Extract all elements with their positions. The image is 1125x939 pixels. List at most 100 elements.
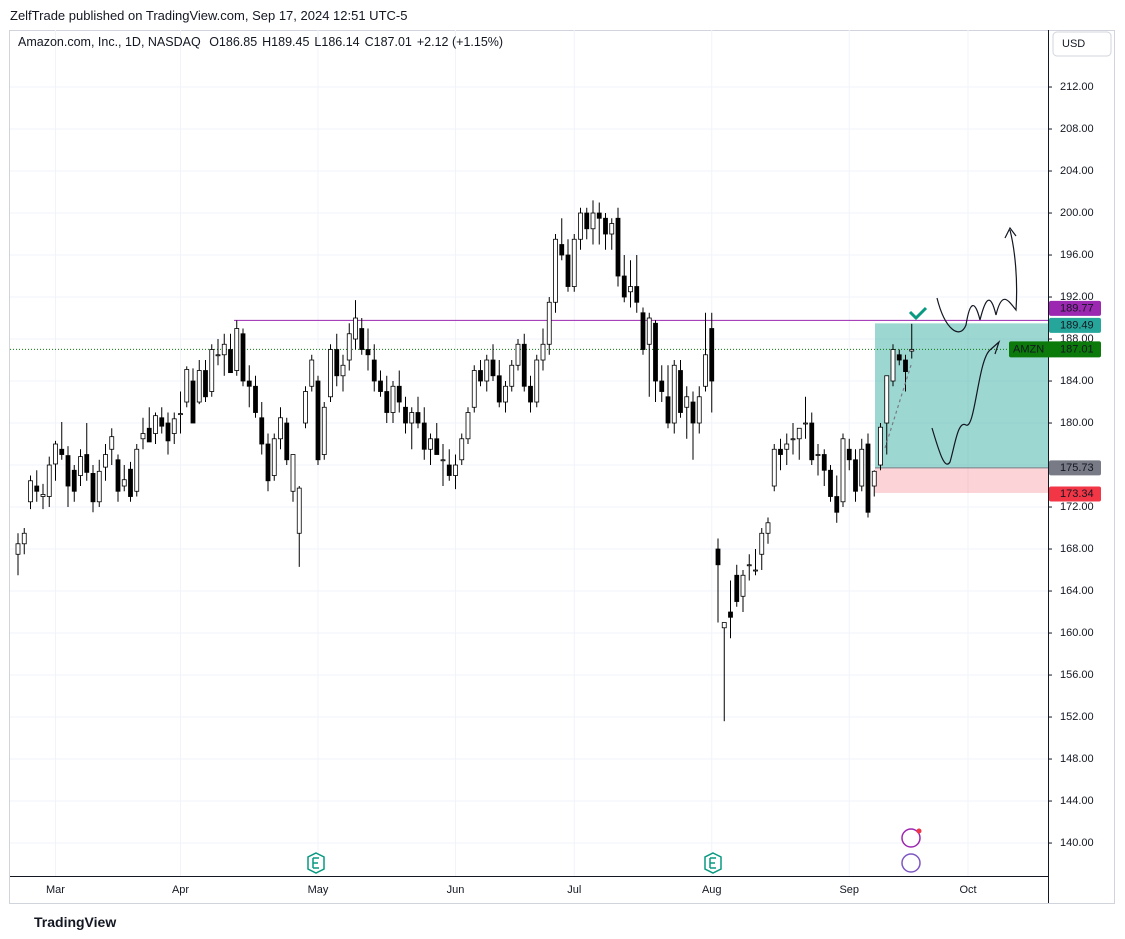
candle-body (871, 470, 877, 487)
notification-dot (916, 828, 922, 834)
candle-body (15, 543, 21, 555)
y-tick-label: 196.00 (1060, 249, 1094, 261)
candle-body (640, 312, 646, 350)
candle-body (815, 454, 821, 456)
candle-body (828, 469, 833, 497)
candle-body (484, 359, 490, 382)
entry-label-box (1049, 460, 1101, 476)
candle-body (840, 438, 846, 503)
candle-body (240, 333, 246, 382)
candle-body (396, 385, 402, 403)
arrow-head (989, 340, 1001, 355)
x-tick-label: Aug (702, 884, 722, 896)
candle-body (178, 413, 183, 416)
candle-body (234, 328, 240, 371)
candle-body (359, 328, 365, 350)
candle-body (771, 448, 777, 487)
idea-icon[interactable] (901, 828, 921, 848)
candle-body (528, 385, 533, 403)
candle-body (853, 459, 858, 492)
candle-body (628, 286, 633, 293)
currency-button[interactable] (1052, 31, 1112, 57)
candle-body (90, 473, 96, 503)
candle-body (121, 479, 127, 487)
candle-body (346, 333, 352, 361)
candle-body (259, 417, 265, 445)
earnings-glyph (312, 857, 319, 869)
candle-body (896, 354, 902, 361)
candle-body (334, 349, 340, 377)
price-labels: 140.00 144.00 148.00 152.00 156.00 160.00 164.… (1009, 81, 1101, 849)
candle-body (696, 396, 702, 424)
plot-base: Mar Apr May Jun Jul Aug Sep Oct (10, 30, 1052, 896)
legend-item: C187.01 (364, 35, 412, 49)
candle-body (253, 385, 258, 413)
y-tick-label: 172.00 (1060, 501, 1094, 513)
spark-icon[interactable] (901, 853, 921, 873)
candle-body (634, 286, 640, 303)
candle-body (753, 569, 758, 572)
candle-body (471, 370, 477, 408)
candle-body (459, 438, 465, 461)
candle-body (353, 317, 358, 340)
check-icon (908, 306, 928, 321)
hand-arrow (936, 229, 1018, 333)
x-tick-label: Sep (839, 884, 859, 896)
candle-body (834, 496, 840, 513)
candle-body (790, 438, 796, 441)
candle-body (440, 459, 446, 462)
candle-body (796, 427, 802, 440)
y-tick-label: 192.00 (1060, 291, 1094, 303)
candle-body (221, 343, 227, 356)
y-tick-label: 148.00 (1060, 753, 1094, 765)
candle-body (534, 359, 540, 403)
legend-item: +2.12 (+1.15%) (416, 35, 504, 49)
candle-body (246, 380, 252, 387)
publisher-line: ZelfTrade published on TradingView.com, … (10, 8, 408, 23)
y-tick-label: 208.00 (1060, 123, 1094, 135)
candle-body (515, 343, 521, 366)
target-label-box (1049, 317, 1101, 333)
candle-body (140, 433, 146, 440)
y-tick-label: 212.00 (1060, 81, 1094, 93)
candle-body (128, 468, 133, 497)
y-tick-label: 152.00 (1060, 711, 1094, 723)
candle-body (290, 454, 296, 492)
candle-body (303, 391, 308, 424)
candle-body (784, 443, 790, 450)
candle-body (453, 464, 458, 476)
event-icons (307, 828, 922, 874)
candle-body (371, 359, 377, 382)
resistance-label-text: 189.77 (1060, 302, 1094, 314)
candle-body (565, 254, 571, 287)
candle-body (496, 375, 502, 403)
candle-body (53, 443, 58, 465)
candle-body (903, 359, 908, 372)
candle-body (40, 494, 46, 497)
candle-body (59, 448, 65, 455)
candle-body (603, 217, 608, 235)
candle-body (365, 349, 371, 356)
candle-body (678, 370, 683, 413)
candle-body (109, 436, 115, 450)
x-tick-label: Apr (172, 884, 189, 896)
candle-body (421, 422, 427, 450)
candle-body (759, 532, 765, 555)
candle-body (165, 422, 171, 442)
x-tick-label: May (308, 884, 329, 896)
entry-label-text: 175.73 (1060, 462, 1094, 474)
candle-body (184, 369, 190, 403)
last-price-symbol: AMZN (1013, 343, 1044, 355)
candle-body (690, 401, 696, 424)
candle-body (546, 301, 552, 345)
y-tick-label: 200.00 (1060, 207, 1094, 219)
candle-body (728, 611, 733, 618)
candle-body (846, 448, 852, 461)
chart-frame (9, 30, 1115, 904)
candle-body (571, 238, 577, 287)
earnings-glyph (709, 857, 716, 869)
candle-body (503, 385, 508, 403)
candle-body (521, 343, 527, 387)
candle-body (171, 418, 177, 434)
